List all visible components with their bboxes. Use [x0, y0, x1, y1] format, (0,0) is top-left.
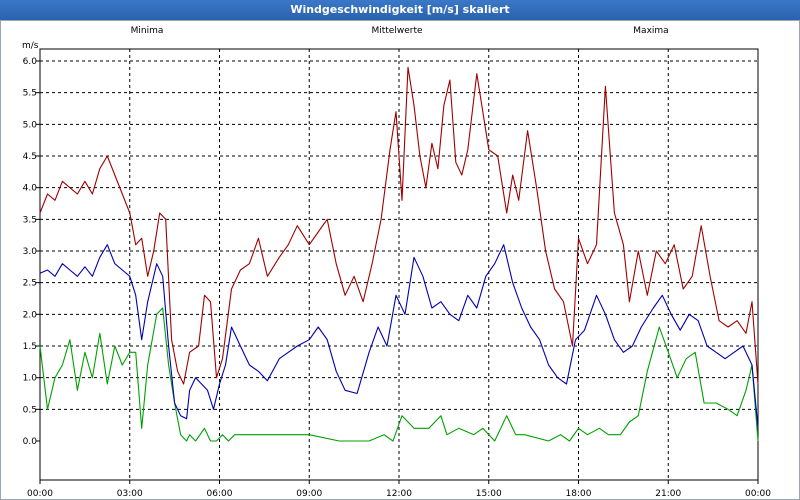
y-tick-label: 3.5 [23, 215, 37, 225]
y-tick-label: 5.0 [23, 120, 38, 130]
series-line-mittelwerte [39, 244, 759, 429]
x-tick-time: 03:00 [117, 489, 143, 499]
legend: Minima Mittelwerte Maxima [131, 26, 669, 36]
x-tick-time: 15:00 [476, 489, 502, 499]
y-tick-label: 0.0 [23, 437, 38, 447]
plot-area [39, 48, 759, 481]
x-tick-time: 09:00 [296, 489, 322, 499]
y-tick-label: 1.0 [23, 374, 38, 384]
legend-mittelwerte: Mittelwerte [371, 26, 422, 36]
series-lines [39, 66, 759, 442]
x-tick-time: 18:00 [566, 489, 592, 499]
y-axis-label: m/s [22, 41, 39, 51]
window-titlebar: Windgeschwindigkeit [m/s] skaliert [0, 0, 800, 21]
y-tick-label: 2.5 [23, 279, 37, 289]
legend-maxima: Maxima [633, 26, 668, 36]
x-tick-time: 12:00 [386, 489, 412, 499]
y-tick-label: 4.0 [23, 184, 38, 194]
series-line-maxima [39, 66, 759, 385]
wind-speed-chart: 0.00.51.01.52.02.53.03.54.04.55.05.56.0 … [22, 26, 771, 499]
x-tick-time: 06:00 [207, 489, 233, 499]
x-tick-time: 21:00 [655, 489, 681, 499]
legend-minima: Minima [131, 26, 164, 36]
y-tick-label: 2.0 [23, 310, 38, 320]
x-tick-time: 00:00 [27, 489, 53, 499]
x-tick-time: 00:00 [745, 489, 771, 499]
y-tick-label: 3.0 [23, 247, 38, 257]
x-axis-ticks: 00:0023.05.1903:0023.05.1906:0023.05.190… [27, 480, 771, 499]
y-tick-label: 5.5 [23, 89, 37, 99]
y-tick-label: 4.5 [23, 152, 37, 162]
y-tick-label: 6.0 [23, 57, 38, 67]
window-title: Windgeschwindigkeit [m/s] skaliert [290, 3, 510, 16]
series-line-minima [39, 307, 759, 442]
y-tick-label: 1.5 [23, 342, 37, 352]
y-axis-ticks: 0.0 0.5 1.0 1.5 2.0 2.5 3.0 3.5 4.0 4.5 5.0 5.5 6.0 [23, 57, 40, 447]
y-tick-label: 0.5 [23, 405, 37, 415]
